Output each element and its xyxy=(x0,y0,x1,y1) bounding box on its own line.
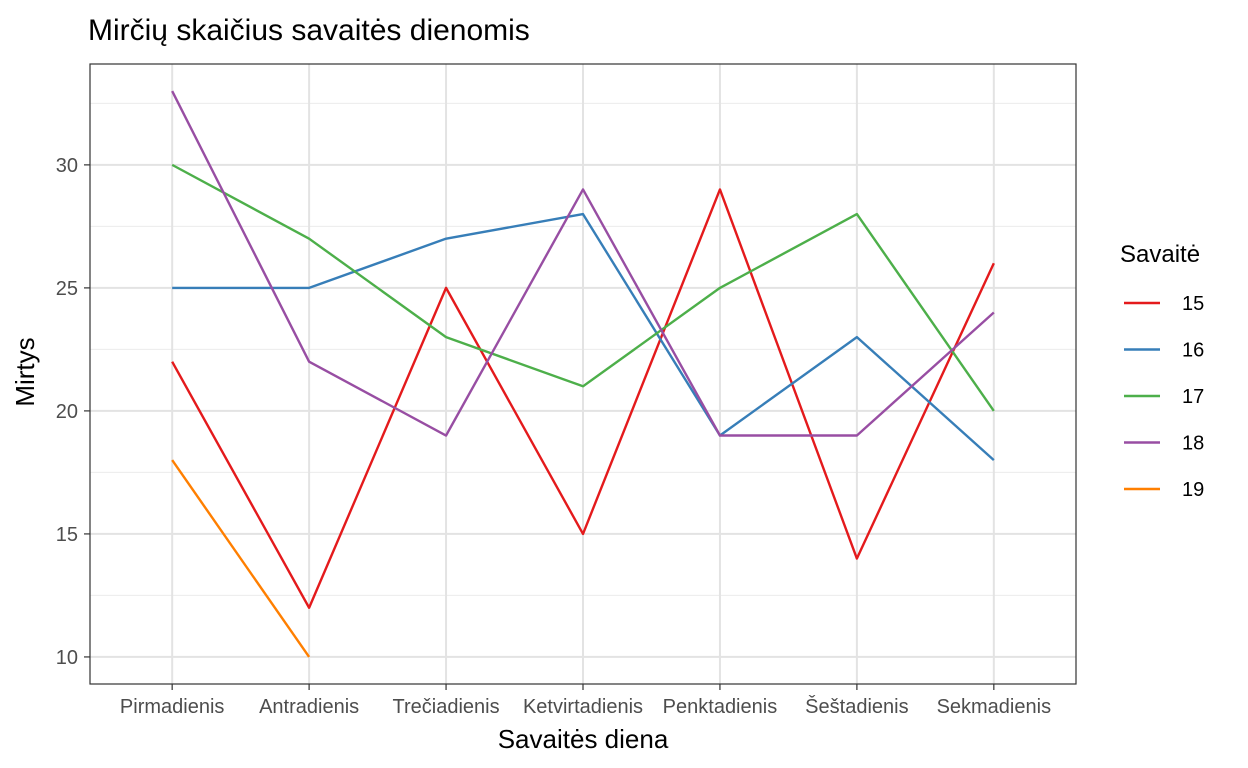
x-tick-label: Sekmadienis xyxy=(937,696,1052,718)
x-tick-label: Antradienis xyxy=(259,696,359,718)
legend: Savaitė 15 16 17 18 19 xyxy=(1120,241,1204,501)
legend-label-17: 17 xyxy=(1182,386,1204,408)
y-tick-label: 25 xyxy=(56,278,78,300)
chart-title: Mirčių skaičius savaitės dienomis xyxy=(88,14,530,47)
legend-label-15: 15 xyxy=(1182,293,1204,315)
y-tick-label: 15 xyxy=(56,524,78,546)
series-line-18 xyxy=(171,90,995,437)
x-tick-label: Ketvirtadienis xyxy=(523,696,643,718)
x-tick-label: Trečiadienis xyxy=(393,696,500,718)
x-tick-label: Šeštadienis xyxy=(805,695,908,718)
y-axis-title: Mirtys xyxy=(10,337,40,406)
series-line-19 xyxy=(171,459,311,658)
y-tick-label: 10 xyxy=(56,647,78,669)
y-tick-label: 30 xyxy=(56,155,78,177)
legend-title: Savaitė xyxy=(1120,241,1200,268)
series-line-16 xyxy=(172,212,995,462)
x-tick-label: Pirmadienis xyxy=(120,696,224,718)
legend-label-19: 19 xyxy=(1182,479,1204,501)
x-axis-title: Savaitės diena xyxy=(498,724,669,754)
series-line-17 xyxy=(171,163,995,412)
grid xyxy=(90,64,1076,684)
series-line-15 xyxy=(171,188,995,609)
legend-label-18: 18 xyxy=(1182,433,1204,455)
axes: 10 15 20 25 30 Pirmadienis Antradienis Trečiadi… xyxy=(56,155,1051,718)
y-tick-label: 20 xyxy=(56,401,78,423)
legend-label-16: 16 xyxy=(1182,340,1204,362)
x-tick-label: Penktadienis xyxy=(663,696,778,718)
series-lines xyxy=(171,90,995,658)
